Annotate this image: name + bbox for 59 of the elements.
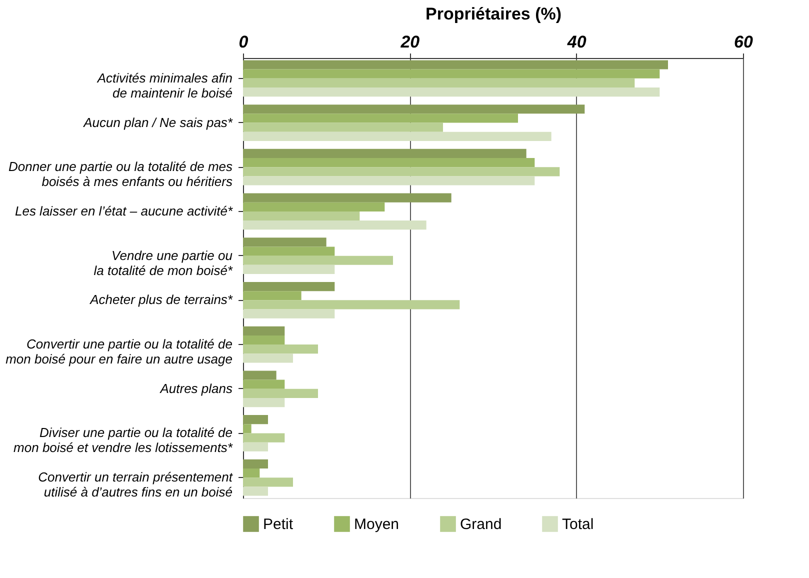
bar (243, 388, 318, 398)
x-tick-label: 0 (238, 32, 249, 52)
bar (243, 246, 335, 256)
bar (243, 158, 535, 168)
bar (243, 415, 268, 424)
y-tick-label: Convertir une partie ou la totalité de mon boisé pour en faire un autre usage (6, 336, 232, 367)
x-tick-label: 40 (566, 32, 587, 52)
bar (243, 433, 285, 442)
x-tick-label: 60 (734, 32, 754, 52)
bar (243, 309, 335, 318)
bar (243, 60, 668, 70)
bar (243, 256, 393, 265)
x-axis-title: Propriétaires (%) (425, 4, 562, 24)
x-tick-label: 20 (400, 32, 420, 52)
bar (243, 220, 426, 230)
legend-label: Moyen (354, 516, 400, 533)
bar (243, 148, 526, 158)
bar (243, 104, 585, 114)
bar (243, 202, 385, 212)
bar (243, 176, 535, 186)
bar (243, 335, 285, 345)
bar (243, 282, 335, 292)
bar (243, 459, 268, 469)
y-tick-label: Aucun plan / Ne sais pas* (82, 114, 234, 130)
y-tick-label: Autres plans (159, 380, 233, 396)
legend-label: Total (562, 516, 594, 533)
bar (243, 238, 326, 247)
y-tick-label: Diviser une partie ou la totalité de mon boisé et vendre les lotissements* (14, 425, 234, 456)
bar (243, 442, 268, 452)
bar (243, 167, 560, 176)
legend-label: Grand (460, 516, 502, 533)
y-tick-label: Convertir un terrain présentement utilisé à d’autres fins en un boisé (38, 470, 234, 500)
y-tick-label: Donner une partie ou la totalité de mes boisés à mes enfants ou héritiers (8, 159, 233, 190)
bar (243, 78, 635, 88)
bar (243, 370, 276, 380)
bar (243, 114, 518, 123)
bar (243, 398, 285, 408)
bar (243, 478, 293, 487)
bar (243, 132, 552, 141)
bar (243, 380, 285, 389)
bar (243, 326, 285, 336)
bar (243, 354, 293, 363)
bar (243, 69, 660, 78)
bar (243, 468, 260, 478)
bar (243, 122, 443, 132)
bar (243, 344, 318, 354)
y-tick-label: Activités minimales afin de maintenir le boisé (96, 70, 232, 100)
bar (243, 87, 660, 97)
bar (243, 211, 360, 221)
bar (243, 300, 460, 310)
bar (243, 486, 268, 496)
legend-label: Petit (263, 516, 294, 533)
bar (243, 193, 452, 202)
bar (243, 264, 335, 274)
bar (243, 291, 302, 300)
y-tick-label: Acheter plus de terrains* (89, 292, 234, 308)
bar (243, 424, 252, 434)
y-tick-label: Les laisser en l’état – aucune activité* (14, 203, 234, 218)
y-tick-label: Vendre une partie ou la totalité de mon boisé* (94, 248, 234, 278)
